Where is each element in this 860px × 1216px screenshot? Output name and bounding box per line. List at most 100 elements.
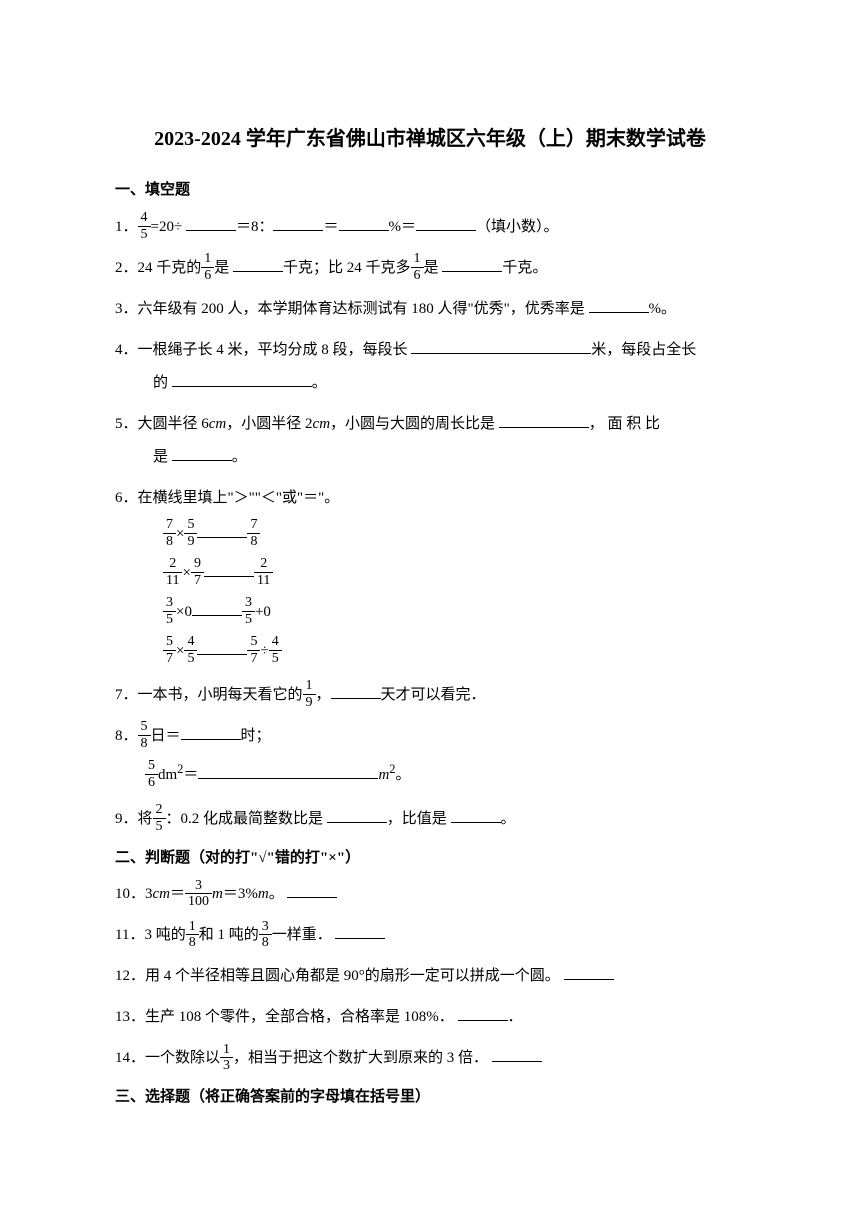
- blank: [416, 214, 476, 231]
- text: 日＝: [151, 728, 181, 744]
- fraction-icon: 35: [163, 595, 176, 627]
- section-3-header: 三、选择题（将正确答案前的字母填在括号里）: [115, 1083, 745, 1112]
- fraction-icon: 3100: [185, 878, 212, 910]
- text: ＝: [183, 767, 198, 783]
- text: （填小数）。: [476, 219, 559, 235]
- text: 5．大圆半径 6: [115, 416, 209, 432]
- fraction-icon: 45: [138, 210, 151, 242]
- question-4: 4．一根绳子长 4 米，平均分成 8 段，每段长 米，每段占全长 的 。: [115, 334, 745, 400]
- fraction-icon: 97: [191, 556, 204, 588]
- text: m: [212, 886, 223, 902]
- question-10: 10．3cm＝3100m＝3%m。: [115, 878, 745, 911]
- text: cm: [313, 416, 331, 432]
- text: 是: [424, 260, 439, 276]
- blank: [186, 214, 236, 231]
- expr-4: 57×4557÷45: [115, 632, 745, 671]
- text: 2．24 千克的: [115, 260, 201, 276]
- text: 和 1 吨的: [199, 927, 259, 943]
- text: ，: [316, 687, 331, 703]
- blank: [192, 599, 242, 616]
- question-5: 5．大圆半径 6cm，小圆半径 2cm，小圆与大圆的周长比是 ， 面 积 比 是…: [115, 408, 745, 474]
- question-14: 14．一个数除以13，相当于把这个数扩大到原来的 3 倍．: [115, 1042, 745, 1075]
- text: 13．生产 108 个零件，全部合格，合格率是 108%．: [115, 1009, 454, 1025]
- text: ，小圆半径 2: [226, 416, 312, 432]
- text: ＝3%: [223, 886, 258, 902]
- section-2-header: 二、判断题（对的打"√"错的打"×"）: [115, 844, 745, 873]
- blank: [287, 882, 337, 899]
- blank: [458, 1005, 508, 1022]
- blank: [339, 214, 389, 231]
- question-1: 1．45=20÷ ＝8：＝%＝（填小数）。: [115, 211, 745, 244]
- text: 千克。: [502, 260, 547, 276]
- text: 。: [269, 886, 284, 902]
- fraction-icon: 35: [242, 595, 255, 627]
- text: 7．一本书，小明每天看它的: [115, 687, 303, 703]
- blank: [197, 521, 247, 538]
- text: 一样重．: [272, 927, 332, 943]
- question-2: 2．24 千克的16是 千克；比 24 千克多16是 千克。: [115, 252, 745, 285]
- question-3: 3．六年级有 200 人，本学期体育达标测试有 180 人得"优秀"，优秀率是 …: [115, 293, 745, 326]
- text: 9．将: [115, 811, 153, 827]
- blank: [181, 723, 241, 740]
- blank: [172, 370, 312, 387]
- fraction-icon: 56: [145, 758, 158, 790]
- fraction-icon: 58: [138, 719, 151, 751]
- fraction-icon: 16: [411, 251, 424, 283]
- fraction-icon: 78: [163, 517, 176, 549]
- text: 是: [153, 449, 168, 465]
- text: 。: [232, 449, 247, 465]
- section-1-header: 一、填空题: [115, 176, 745, 205]
- text: 14．一个数除以: [115, 1050, 220, 1066]
- text: 的: [153, 375, 168, 391]
- blank: [335, 923, 385, 940]
- expr-3: 35×035+0: [115, 593, 745, 632]
- text: 。: [501, 811, 516, 827]
- fraction-icon: 25: [153, 802, 166, 834]
- question-12: 12．用 4 个半径相等且圆心角都是 90°的扇形一定可以拼成一个圆。: [115, 960, 745, 993]
- blank: [327, 806, 387, 823]
- fraction-icon: 13: [220, 1042, 233, 1074]
- fraction-icon: 59: [184, 517, 197, 549]
- blank: [233, 255, 283, 272]
- text: ＝: [170, 886, 185, 902]
- text: 米，每段占全长: [591, 342, 696, 358]
- text: m: [258, 886, 269, 902]
- q1-prefix: 1．: [115, 219, 138, 235]
- fraction-icon: 38: [259, 919, 272, 951]
- text: 是: [214, 260, 229, 276]
- text: =20÷: [151, 219, 183, 235]
- text: ，小圆与大圆的周长比是: [330, 416, 495, 432]
- blank: [198, 762, 378, 779]
- text: ×: [176, 526, 184, 542]
- text: 6．在横线里填上"＞""＜"或"＝"。: [115, 482, 745, 515]
- text: 千克；比 24 千克多: [283, 260, 411, 276]
- text: 10．3: [115, 886, 153, 902]
- page-title: 2023-2024 学年广东省佛山市禅城区六年级（上）期末数学试卷: [115, 120, 745, 158]
- text: 11．3 吨的: [115, 927, 186, 943]
- fraction-icon: 211: [254, 556, 273, 588]
- text: 4．一根绳子长 4 米，平均分成 8 段，每段长: [115, 342, 408, 358]
- expr-2: 211×97211: [115, 554, 745, 593]
- text: cm: [153, 886, 171, 902]
- fraction-icon: 45: [184, 634, 197, 666]
- question-6: 6．在横线里填上"＞""＜"或"＝"。 78×5978 211×97211 35…: [115, 482, 745, 671]
- blank: [492, 1046, 542, 1063]
- blank: [442, 255, 502, 272]
- question-7: 7．一本书，小明每天看它的19， 天才可以看完．: [115, 679, 745, 712]
- fraction-icon: 19: [303, 678, 316, 710]
- blank: [411, 337, 591, 354]
- text: 天才可以看完．: [381, 687, 486, 703]
- expr-1: 78×5978: [115, 515, 745, 554]
- blank: [451, 806, 501, 823]
- fraction-icon: 78: [247, 517, 260, 549]
- text: 。: [312, 375, 327, 391]
- text: 时；: [241, 728, 271, 744]
- question-9: 9．将25：0.2 化成最简整数比是 ，比值是 。: [115, 803, 745, 836]
- text: 3．六年级有 200 人，本学期体育达标测试有 180 人得"优秀"，优秀率是: [115, 301, 585, 317]
- blank: [172, 444, 232, 461]
- text: %。: [649, 301, 677, 317]
- text: ：0.2 化成最简整数比是: [166, 811, 324, 827]
- blank: [197, 638, 247, 655]
- question-11: 11．3 吨的18和 1 吨的38一样重．: [115, 919, 745, 952]
- question-8: 8．58日＝时； 56dm2＝m2。: [115, 720, 745, 795]
